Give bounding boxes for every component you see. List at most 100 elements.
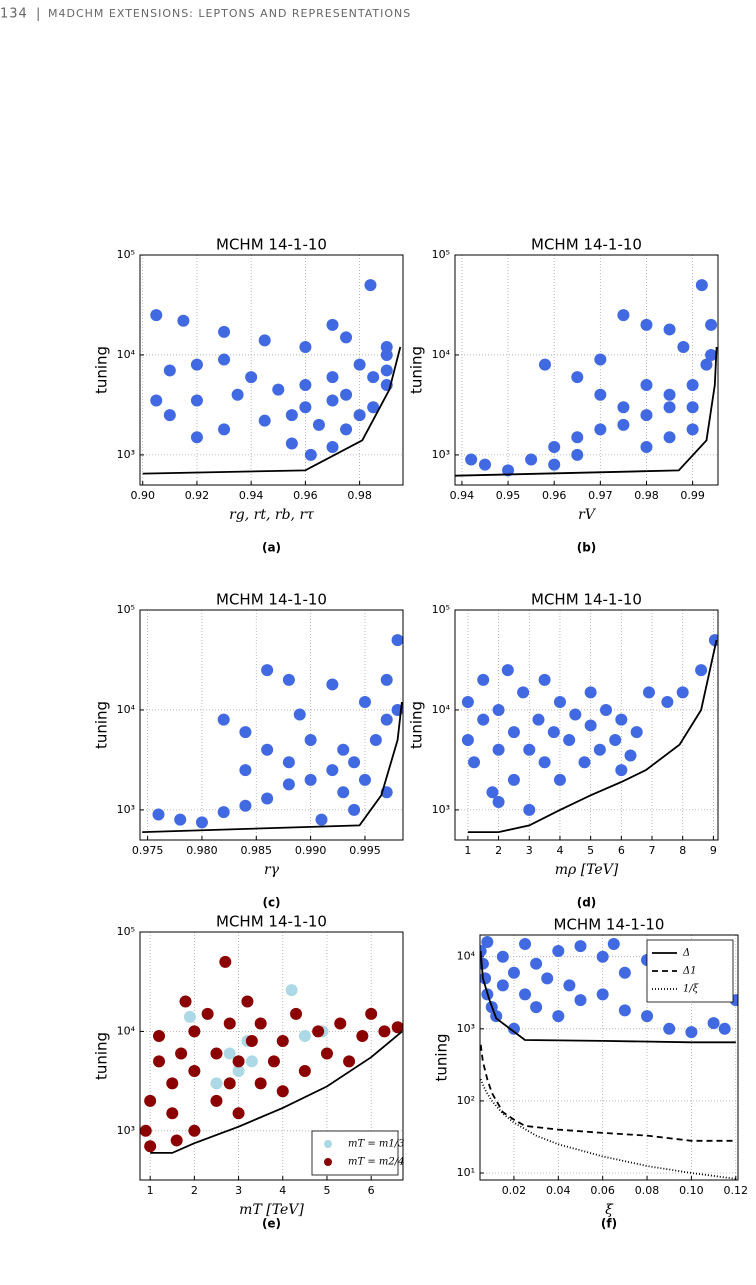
point bbox=[231, 388, 244, 401]
point bbox=[640, 440, 653, 453]
point bbox=[304, 734, 317, 747]
y-axis-label: tuning bbox=[93, 346, 111, 394]
x-tick-label: 0.99 bbox=[680, 489, 705, 502]
point bbox=[663, 388, 676, 401]
legend-box bbox=[646, 939, 734, 1003]
y-tick-label: 10² bbox=[457, 1094, 475, 1107]
point bbox=[496, 950, 509, 963]
point bbox=[548, 458, 561, 471]
point bbox=[299, 379, 312, 392]
x-tick-label: 0.980 bbox=[186, 844, 218, 857]
x-tick-label: 0.990 bbox=[295, 844, 327, 857]
y-tick-label: 10³ bbox=[432, 448, 450, 461]
point bbox=[166, 1107, 179, 1120]
point bbox=[276, 1035, 289, 1048]
point bbox=[523, 803, 536, 816]
point bbox=[261, 743, 274, 756]
point bbox=[369, 734, 382, 747]
x-tick-label: 0.96 bbox=[293, 489, 318, 502]
point bbox=[320, 1047, 333, 1060]
point bbox=[239, 799, 252, 812]
point bbox=[663, 431, 676, 444]
point bbox=[530, 957, 543, 970]
point bbox=[144, 1094, 157, 1107]
x-tick-label: 6 bbox=[618, 844, 625, 857]
x-tick-label: 0.94 bbox=[239, 489, 264, 502]
point bbox=[663, 323, 676, 336]
point bbox=[190, 431, 203, 444]
point bbox=[594, 423, 607, 436]
point bbox=[210, 1047, 223, 1060]
chart: MCHM 14-1-10 0.02 0.04 0.06 0.08 0.10 0.12 10¹ 1… bbox=[433, 916, 749, 1231]
point bbox=[272, 383, 285, 396]
point bbox=[700, 358, 713, 371]
point bbox=[507, 726, 520, 739]
point bbox=[245, 1055, 258, 1068]
chart-title: MCHM 14-1-10 bbox=[554, 916, 665, 934]
point bbox=[584, 686, 597, 699]
point bbox=[618, 966, 631, 979]
point bbox=[290, 1007, 303, 1020]
point bbox=[298, 1064, 311, 1077]
point bbox=[468, 756, 481, 769]
point bbox=[519, 938, 532, 951]
point bbox=[217, 713, 230, 726]
point bbox=[547, 726, 560, 739]
point bbox=[640, 379, 653, 392]
point bbox=[353, 358, 366, 371]
point bbox=[217, 806, 230, 819]
point bbox=[615, 713, 628, 726]
point bbox=[380, 341, 393, 354]
panel-caption: (a) bbox=[262, 541, 281, 555]
plot-frame bbox=[479, 934, 739, 1181]
x-axis-label: ξ bbox=[605, 1202, 614, 1218]
point bbox=[640, 318, 653, 331]
y-tick-label: 10⁴ bbox=[117, 703, 136, 716]
point bbox=[183, 1010, 196, 1023]
y-tick-label: 10⁴ bbox=[432, 703, 451, 716]
point bbox=[571, 431, 584, 444]
point bbox=[285, 409, 298, 422]
x-tick-label: 0.08 bbox=[635, 1184, 660, 1197]
point bbox=[525, 453, 538, 466]
point bbox=[232, 1107, 245, 1120]
chart: MCHM 14-1-10 1 2 3 4 5 6 10³ 10⁴ 10⁵ mT [TeV] tunin… bbox=[93, 913, 405, 1231]
point bbox=[241, 995, 254, 1008]
point bbox=[365, 1007, 378, 1020]
point bbox=[293, 708, 306, 721]
point bbox=[282, 756, 295, 769]
point bbox=[190, 394, 203, 407]
point bbox=[232, 1064, 245, 1077]
point bbox=[334, 1017, 347, 1030]
chart: MCHM 14-1-10 0.90 0.92 0.94 0.96 0.98 10³ 10⁴ 10… bbox=[93, 236, 404, 555]
point bbox=[179, 995, 192, 1008]
point bbox=[261, 792, 274, 805]
y-tick-label: 10⁴ bbox=[117, 348, 136, 361]
point bbox=[367, 371, 380, 384]
point bbox=[337, 743, 350, 756]
point bbox=[219, 955, 232, 968]
plot-frame bbox=[139, 931, 404, 1181]
point bbox=[353, 409, 366, 422]
point bbox=[380, 673, 393, 686]
point bbox=[195, 816, 208, 829]
point bbox=[364, 279, 377, 292]
chart-title: MCHM 14-1-10 bbox=[531, 236, 642, 254]
x-tick-label: 0.98 bbox=[347, 489, 372, 502]
legend-box bbox=[311, 1130, 399, 1176]
x-tick-label: 2 bbox=[191, 1184, 198, 1197]
point bbox=[326, 678, 339, 691]
point bbox=[326, 440, 339, 453]
x-tick-label: 5 bbox=[323, 1184, 330, 1197]
point bbox=[686, 379, 699, 392]
point bbox=[584, 719, 597, 732]
x-tick-label: 0.98 bbox=[634, 489, 659, 502]
legend-label: mT = m2/4 bbox=[348, 1157, 404, 1168]
point bbox=[593, 743, 606, 756]
point bbox=[563, 979, 576, 992]
legend-label: 1/ξ bbox=[683, 984, 699, 995]
point bbox=[337, 786, 350, 799]
point bbox=[304, 448, 317, 461]
legend-marker bbox=[324, 1140, 332, 1148]
